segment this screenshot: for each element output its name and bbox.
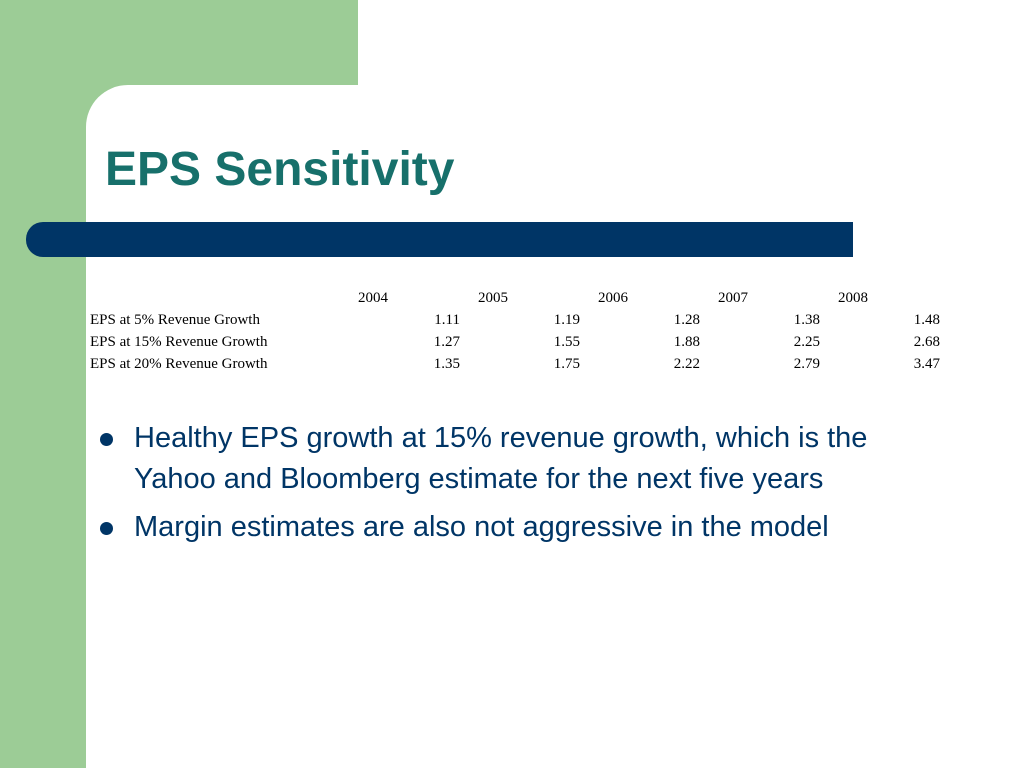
table-cell: 1.88 — [673, 334, 700, 350]
table-corner-cell — [88, 287, 340, 309]
content-panel — [86, 85, 1024, 768]
column-header: 2007 — [718, 290, 748, 306]
row-label: EPS at 20% Revenue Growth — [90, 356, 268, 372]
table-cell: 3.47 — [913, 356, 940, 372]
table-row: EPS at 15% Revenue Growth 1.27 1.55 1.88… — [88, 331, 940, 353]
table-cell: 2.79 — [793, 356, 820, 372]
table-header-row: 2004 2005 2006 2007 2008 — [88, 287, 940, 309]
table-cell: 1.28 — [673, 312, 700, 328]
table-cell: 1.27 — [433, 334, 460, 350]
table-cell: 1.55 — [553, 334, 580, 350]
table-row: EPS at 20% Revenue Growth 1.35 1.75 2.22… — [88, 353, 940, 375]
table-cell: 1.75 — [553, 356, 580, 372]
table-cell: 1.35 — [433, 356, 460, 372]
bullet-item: Healthy EPS growth at 15% revenue growth… — [100, 418, 920, 500]
table-cell: 2.68 — [913, 334, 940, 350]
table-cell: 2.25 — [793, 334, 820, 350]
column-header: 2005 — [478, 290, 508, 306]
slide-title: EPS Sensitivity — [105, 143, 455, 196]
column-header: 2004 — [358, 290, 388, 306]
table-cell: 1.19 — [553, 312, 580, 328]
table-row: EPS at 5% Revenue Growth 1.11 1.19 1.28 … — [88, 309, 940, 331]
table-cell: 1.48 — [913, 312, 940, 328]
column-header: 2006 — [598, 290, 628, 306]
bullet-dot-icon — [100, 433, 113, 446]
table-cell: 1.38 — [793, 312, 820, 328]
row-label: EPS at 5% Revenue Growth — [90, 312, 260, 328]
eps-sensitivity-table: 2004 2005 2006 2007 2008 EPS at 5% Reven… — [88, 287, 940, 375]
bullet-item: Margin estimates are also not aggressive… — [100, 507, 920, 548]
bullet-list: Healthy EPS growth at 15% revenue growth… — [100, 418, 920, 555]
row-label: EPS at 15% Revenue Growth — [90, 334, 268, 350]
bullet-text: Healthy EPS growth at 15% revenue growth… — [134, 422, 868, 495]
bullet-dot-icon — [100, 522, 113, 535]
table-cell: 2.22 — [673, 356, 700, 372]
title-accent-bar — [26, 222, 853, 257]
bullet-text: Margin estimates are also not aggressive… — [134, 511, 829, 543]
column-header: 2008 — [838, 290, 868, 306]
table-cell: 1.11 — [434, 312, 460, 328]
